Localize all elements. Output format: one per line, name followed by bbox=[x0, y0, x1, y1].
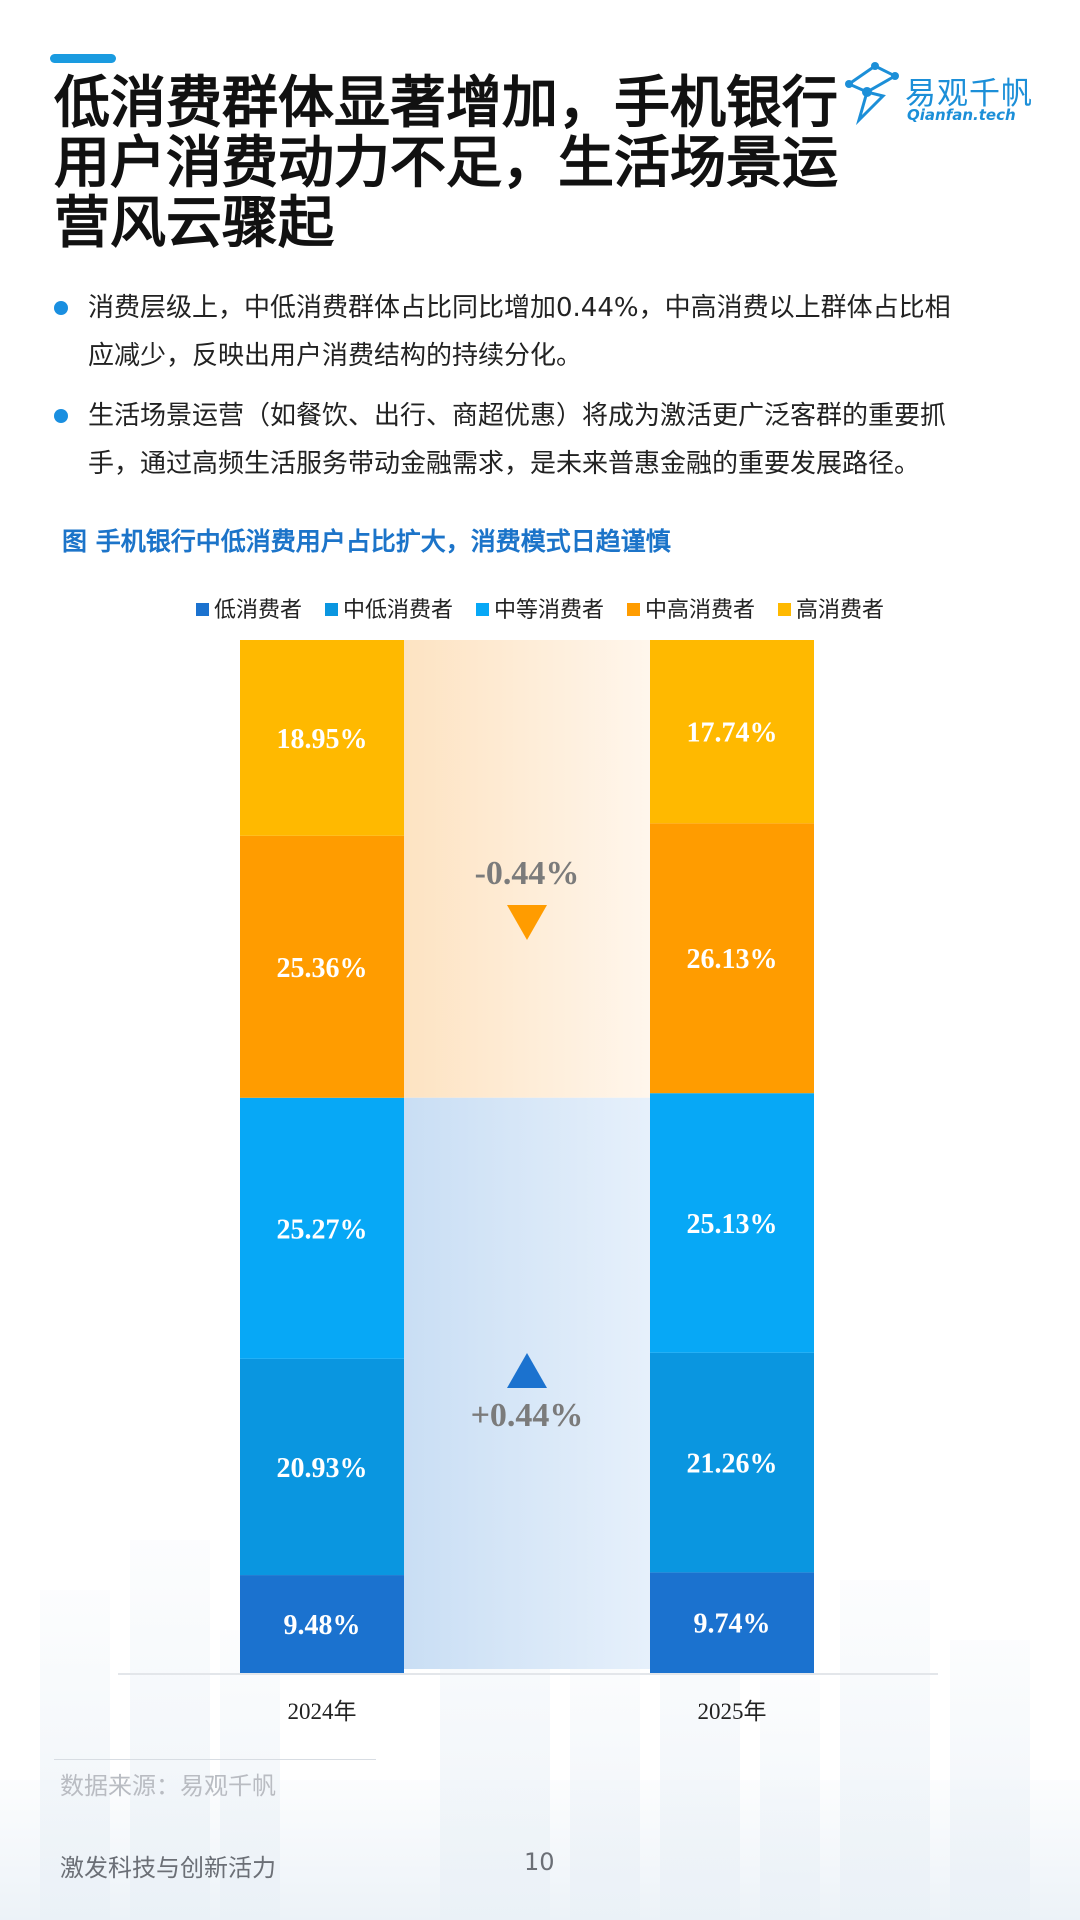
legend-item-high: 高消费者 bbox=[778, 592, 884, 624]
bar-data-label: 25.13% bbox=[687, 1209, 778, 1240]
legend-label: 高消费者 bbox=[796, 598, 885, 623]
bar-data-label: 18.95% bbox=[277, 724, 368, 755]
legend-swatch bbox=[195, 603, 209, 616]
bar-segment bbox=[240, 835, 404, 1098]
change-annotation-label: -0.44% bbox=[475, 855, 580, 892]
bar-data-label: 9.74% bbox=[694, 1609, 771, 1640]
bar-data-label: 20.93% bbox=[277, 1453, 368, 1484]
legend-swatch bbox=[778, 603, 792, 616]
bar-segment bbox=[650, 1352, 814, 1573]
page-title: 低消费群体显著增加，手机银行 用户消费动力不足，生活场景运 营风云骤起 bbox=[54, 74, 854, 254]
bar-data-label: 25.27% bbox=[277, 1214, 368, 1245]
summary-bullets: 消费层级上，中低消费群体占比同比增加0.44%，中高消费以上群体占比相 应减少，… bbox=[54, 284, 1004, 500]
x-axis-tick-label: 2024年 bbox=[288, 1699, 357, 1724]
bar-data-label: 21.26% bbox=[687, 1449, 778, 1480]
bullet-dot-icon bbox=[54, 409, 68, 423]
x-axis-tick-label: 2025年 bbox=[698, 1699, 767, 1724]
legend-swatch bbox=[475, 603, 489, 616]
logo-subtext: Qianfan.tech bbox=[907, 106, 1016, 124]
bullet-item: 消费层级上，中低消费群体占比同比增加0.44%，中高消费以上群体占比相 应减少，… bbox=[54, 284, 1004, 380]
legend-label: 中等消费者 bbox=[493, 598, 604, 623]
bullet-text-line: 消费层级上，中低消费群体占比同比增加0.44%，中高消费以上群体占比相 bbox=[88, 293, 951, 323]
legend-swatch bbox=[627, 603, 640, 616]
source-divider bbox=[54, 1759, 376, 1760]
bar-segment bbox=[240, 1358, 404, 1576]
legend-item-mid-low: 中低消费者 bbox=[324, 592, 453, 624]
page-number: 10 bbox=[524, 1848, 555, 1876]
bar-segment bbox=[240, 1097, 404, 1359]
chart-legend: 低消费者 中低消费者 中等消费者 中高消费者 高消费者 bbox=[0, 592, 1080, 624]
data-source: 数据来源：易观千帆 bbox=[60, 1772, 276, 1800]
bullet-item: 生活场景运营（如餐饮、出行、商超优惠）将成为激活更广泛客群的重要抓 手，通过高频… bbox=[54, 392, 1004, 488]
bar-data-label: 25.36% bbox=[277, 953, 368, 984]
triangle-up-icon bbox=[507, 1353, 547, 1388]
figure-title: 图 手机银行中低消费用户占比扩大，消费模式日趋谨慎 bbox=[62, 527, 671, 556]
bar-data-label: 17.74% bbox=[687, 718, 778, 749]
legend-swatch bbox=[324, 603, 338, 616]
legend-item-low: 低消费者 bbox=[195, 592, 302, 624]
legend-label: 中高消费者 bbox=[645, 598, 756, 623]
brand-logo: 易观千帆 Qianfan.tech bbox=[845, 62, 1035, 126]
logo-mark-icon bbox=[845, 62, 899, 126]
title-accent-bar bbox=[50, 54, 116, 63]
bar-data-label: 9.48% bbox=[284, 1610, 361, 1641]
bullet-text-line: 生活场景运营（如餐饮、出行、商超优惠）将成为激活更广泛客群的重要抓 bbox=[88, 401, 947, 431]
legend-label: 低消费者 bbox=[213, 598, 302, 623]
title-line-3: 营风云骤起 bbox=[54, 191, 334, 256]
legend-item-mid: 中等消费者 bbox=[475, 592, 604, 624]
comparison-band-upper bbox=[404, 640, 650, 1098]
change-annotation-label: +0.44% bbox=[471, 1397, 584, 1434]
legend-label: 中低消费者 bbox=[342, 598, 453, 623]
bullet-text-line: 手，通过高频生活服务带动金融需求，是未来普惠金融的重要发展路径。 bbox=[88, 449, 921, 479]
bullet-dot-icon bbox=[54, 301, 68, 315]
bar-segment bbox=[650, 1093, 814, 1353]
title-line-1: 低消费群体显著增加，手机银行 bbox=[54, 71, 838, 136]
logo-text: 易观千帆 bbox=[905, 76, 1033, 112]
bar-segment bbox=[650, 640, 814, 824]
bullet-text-line: 应减少，反映出用户消费结构的持续分化。 bbox=[88, 341, 583, 371]
title-line-2: 用户消费动力不足，生活场景运 bbox=[54, 131, 838, 196]
bar-segment bbox=[650, 1572, 814, 1673]
bar-data-label: 26.13% bbox=[687, 944, 778, 975]
bar-segment bbox=[240, 1575, 404, 1673]
legend-item-mid-high: 中高消费者 bbox=[627, 592, 755, 624]
triangle-down-icon bbox=[507, 905, 547, 940]
footer-text: 激发科技与创新活力 bbox=[60, 1854, 276, 1882]
bar-segment bbox=[650, 823, 814, 1094]
bar-segment bbox=[240, 640, 404, 836]
